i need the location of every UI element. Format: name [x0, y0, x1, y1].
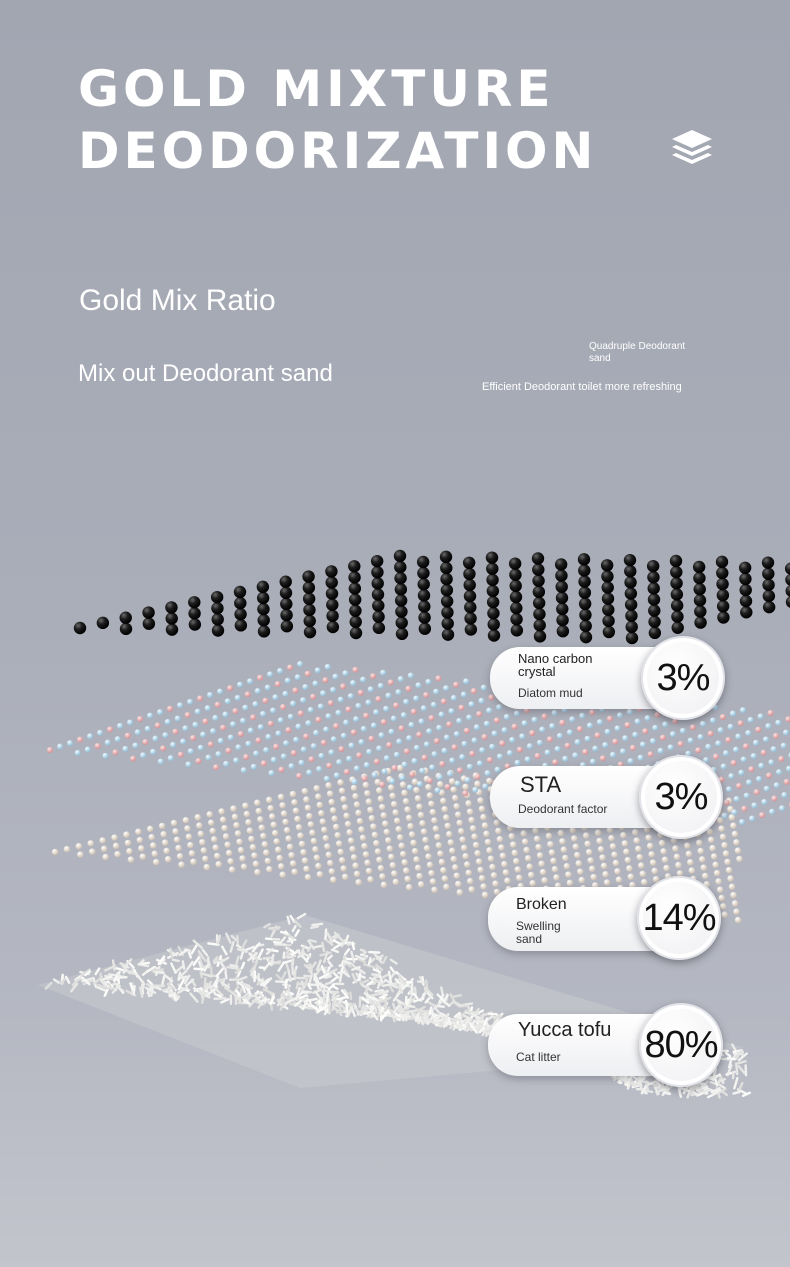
- headline: GOLD MIXTURE DEODORIZATION: [78, 58, 597, 182]
- headline-line-2: DEODORIZATION: [78, 122, 598, 180]
- component-name: Nano carbon crystal: [518, 651, 593, 679]
- ratio-subtitle: Mix out Deodorant sand: [78, 360, 333, 387]
- component-detail: Cat litter: [516, 1050, 561, 1064]
- percent-badge-sta: 3%: [639, 755, 723, 839]
- percent-badge-carbon: 3%: [641, 636, 725, 720]
- component-detail: Diatom mud: [518, 686, 583, 700]
- small-caption-description: Efficient Deodorant toilet more refreshi…: [482, 381, 682, 393]
- ratio-title: Gold Mix Ratio: [79, 284, 276, 317]
- headline-line-1: GOLD MIXTURE: [78, 60, 555, 118]
- component-detail: Swelling sand: [516, 919, 561, 946]
- percent-badge-yucca: 80%: [639, 1003, 723, 1087]
- component-name: STA: [520, 772, 562, 797]
- nano-carbon-layer: [73, 549, 790, 645]
- layers-stack-icon: [672, 130, 712, 164]
- percent-badge-broken: 14%: [637, 876, 721, 960]
- component-name: Broken: [516, 896, 567, 913]
- small-caption-title: Quadruple Deodorant sand: [589, 341, 686, 364]
- component-detail: Deodorant factor: [518, 802, 608, 816]
- component-name: Yucca tofu: [518, 1019, 612, 1041]
